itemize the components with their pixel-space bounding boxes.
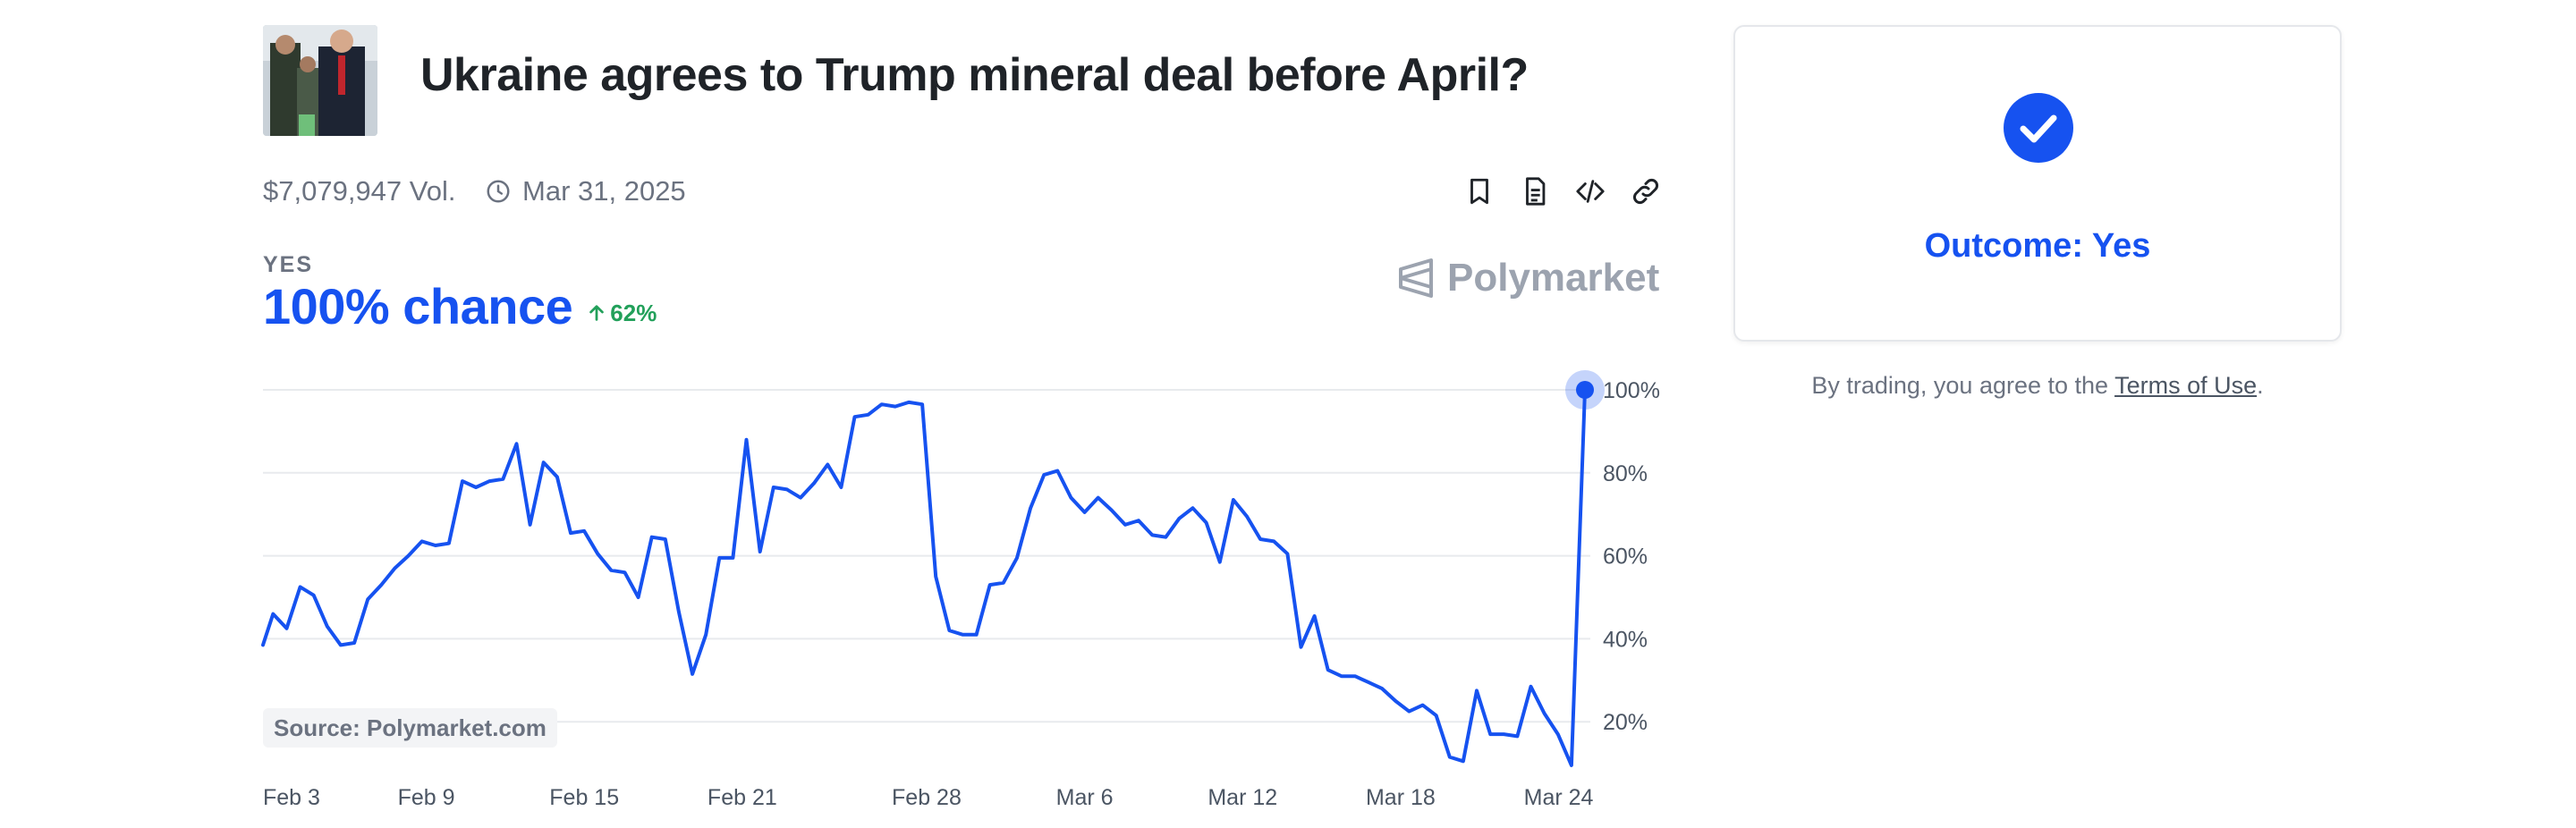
current-point[interactable] — [1576, 381, 1594, 399]
terms-notice: By trading, you agree to the Terms of Us… — [1733, 372, 2342, 400]
polymarket-brand-text: Polymarket — [1447, 256, 1660, 300]
x-tick-label: Mar 24 — [1524, 785, 1594, 810]
bookmark-button[interactable] — [1460, 172, 1499, 211]
resolved-outcome: Outcome: Yes — [1924, 227, 2151, 265]
chance-delta-value: 62% — [610, 299, 657, 326]
link-icon — [1633, 179, 1658, 204]
copy-link-button[interactable] — [1626, 172, 1665, 211]
x-tick-label: Mar 12 — [1208, 785, 1277, 810]
y-tick-label: 60% — [1603, 545, 1648, 570]
polymarket-watermark: Polymarket — [1397, 256, 1659, 300]
market-title: Ukraine agrees to Trump mineral deal bef… — [420, 49, 1529, 101]
x-tick-label: Feb 15 — [549, 785, 619, 810]
x-tick-label: Feb 28 — [892, 785, 962, 810]
rules-document-button[interactable] — [1515, 172, 1555, 211]
chance-value: 100% chance — [263, 278, 573, 334]
end-date-text: Mar 31, 2025 — [522, 175, 686, 207]
chart-source: Source: Polymarket.com — [263, 708, 557, 748]
arrow-up-icon — [589, 305, 605, 321]
y-tick-label: 80% — [1603, 461, 1648, 486]
x-tick-label: Feb 21 — [708, 785, 777, 810]
clock-icon — [487, 180, 510, 203]
series-line — [261, 388, 1587, 767]
y-tick-label: 100% — [1603, 378, 1660, 403]
embed-button[interactable] — [1571, 172, 1610, 211]
x-tick-label: Mar 6 — [1056, 785, 1114, 810]
market-end-date: Mar 31, 2025 — [485, 175, 686, 207]
market-thumbnail — [263, 25, 377, 136]
y-tick-label: 20% — [1603, 710, 1648, 735]
x-tick-label: Feb 3 — [263, 785, 320, 810]
x-tick-label: Mar 18 — [1366, 785, 1436, 810]
x-tick-label: Feb 9 — [398, 785, 455, 810]
chance-row: 100% chance 62% — [263, 277, 657, 335]
market-volume: $7,079,947 Vol. — [263, 175, 456, 207]
resolution-card: Outcome: Yes — [1733, 25, 2342, 342]
terms-prefix: By trading, you agree to the — [1811, 372, 2115, 399]
chance-delta: 62% — [587, 300, 657, 327]
document-icon — [1526, 177, 1546, 206]
price-chart[interactable]: 20% 40% 60% 80% 100% Feb 3 Feb 9 Feb 15 Feb 21 F… — [0, 0, 1699, 828]
polymarket-logo-icon — [1399, 258, 1433, 298]
terms-of-use-link[interactable]: Terms of Use — [2114, 372, 2258, 399]
bookmark-icon — [1470, 178, 1488, 205]
y-tick-label: 40% — [1603, 627, 1648, 652]
check-circle-icon — [2004, 93, 2073, 163]
terms-suffix: . — [2257, 372, 2264, 399]
outcome-label: YES — [263, 252, 314, 277]
market-actions — [1460, 172, 1665, 211]
embed-code-icon — [1576, 180, 1605, 203]
